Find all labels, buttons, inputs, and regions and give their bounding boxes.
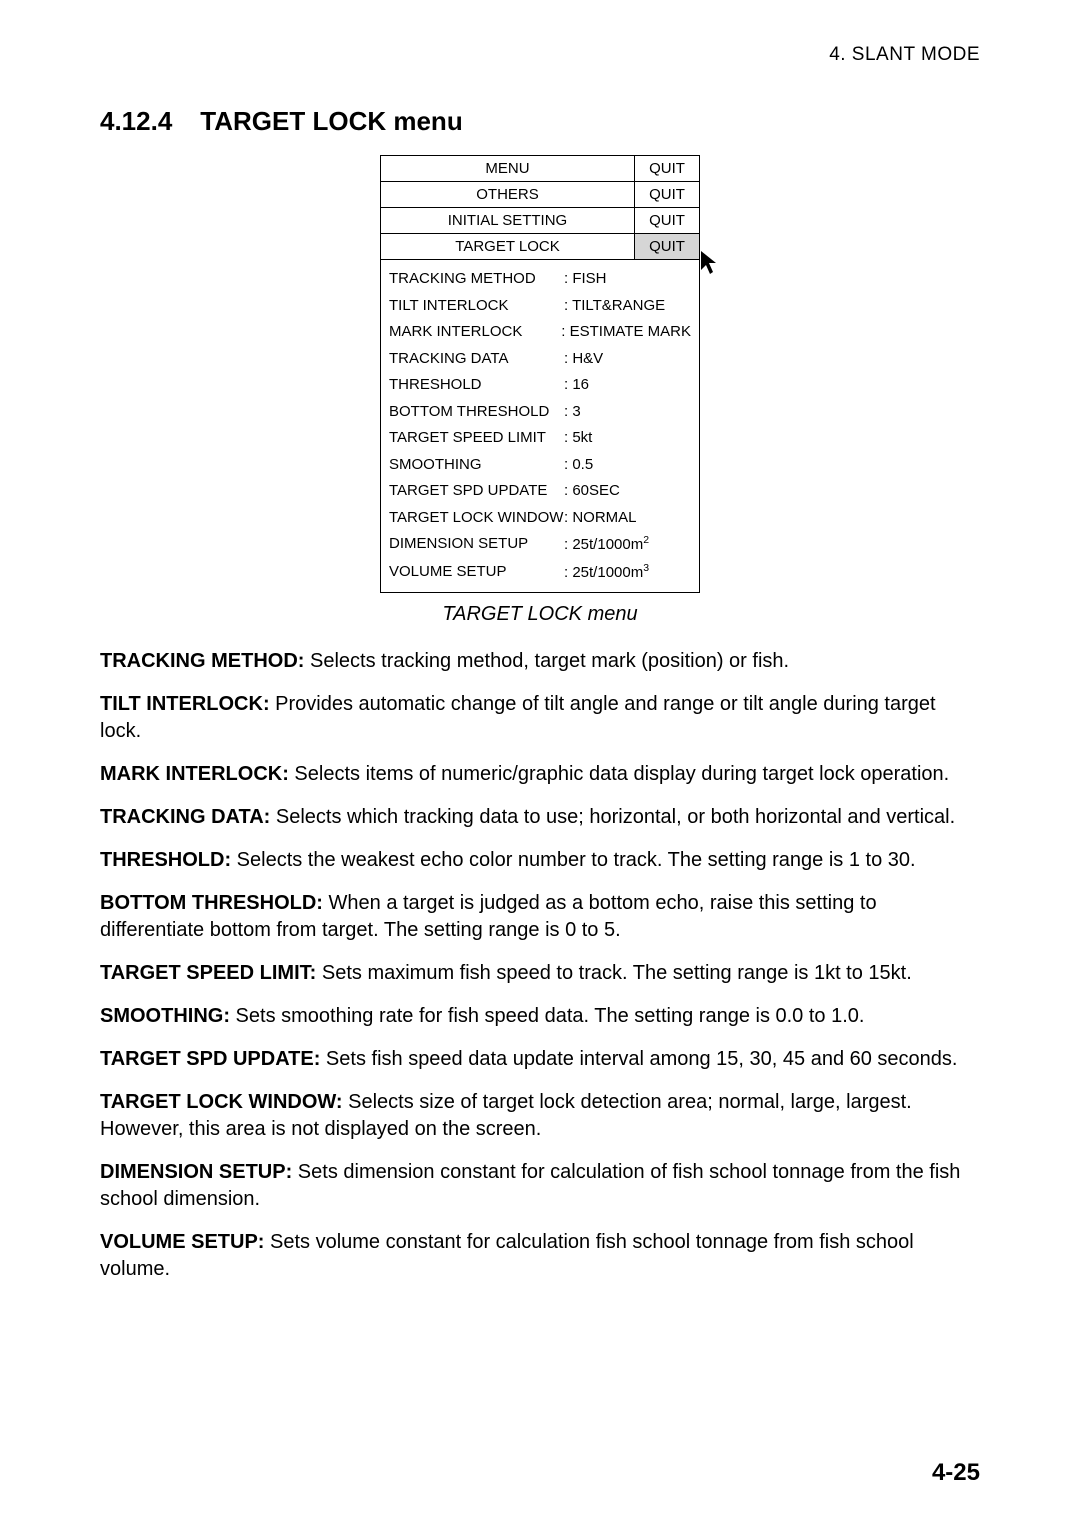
menu-item-label: MARK INTERLOCK	[389, 321, 561, 344]
menu-item-label: TARGET LOCK WINDOW	[389, 507, 564, 530]
description-paragraph: BOTTOM THRESHOLD: When a target is judge…	[100, 890, 980, 944]
menu-item[interactable]: TARGET SPEED LIMIT: 5kt	[389, 425, 691, 452]
term: BOTTOM THRESHOLD:	[100, 892, 323, 914]
menu-tab-label: INITIAL SETTING	[381, 208, 635, 233]
menu-item-label: TRACKING DATA	[389, 348, 564, 371]
section-name: TARGET LOCK menu	[200, 106, 462, 136]
menu-item-label: TILT INTERLOCK	[389, 295, 564, 318]
menu-item[interactable]: MARK INTERLOCK: ESTIMATE MARK	[389, 319, 691, 346]
menu-tab[interactable]: OTHERSQUIT	[381, 182, 699, 208]
description-paragraph: TRACKING METHOD: Selects tracking method…	[100, 648, 980, 675]
menu-tab[interactable]: INITIAL SETTINGQUIT	[381, 208, 699, 234]
description-paragraph: THRESHOLD: Selects the weakest echo colo…	[100, 847, 980, 874]
menu-item-value: : 60SEC	[564, 480, 691, 503]
menu-tab[interactable]: TARGET LOCKQUIT	[381, 234, 699, 260]
description-paragraph: MARK INTERLOCK: Selects items of numeric…	[100, 761, 980, 788]
cursor-icon	[700, 250, 722, 281]
term: MARK INTERLOCK:	[100, 763, 289, 785]
menu-item-value: : 16	[564, 374, 691, 397]
menu-item-value: : 5kt	[564, 427, 691, 450]
description-paragraph: TARGET LOCK WINDOW: Selects size of targ…	[100, 1089, 980, 1143]
menu-tab-quit[interactable]: QUIT	[635, 182, 699, 207]
section-number: 4.12.4	[100, 106, 172, 137]
term: TARGET SPD UPDATE:	[100, 1048, 320, 1070]
term: TRACKING DATA:	[100, 806, 270, 828]
term: DIMENSION SETUP:	[100, 1161, 292, 1183]
description-paragraph: TRACKING DATA: Selects which tracking da…	[100, 804, 980, 831]
menu-item[interactable]: TARGET SPD UPDATE: 60SEC	[389, 478, 691, 505]
menu-item-label: SMOOTHING	[389, 454, 564, 477]
menu-item[interactable]: TILT INTERLOCK: TILT&RANGE	[389, 293, 691, 320]
menu-item-value: : 25t/1000m2	[564, 533, 691, 557]
menu-item[interactable]: TRACKING DATA: H&V	[389, 346, 691, 373]
menu-tab-quit[interactable]: QUIT	[635, 156, 699, 181]
menu-item[interactable]: BOTTOM THRESHOLD: 3	[389, 399, 691, 426]
menu-item-value: : TILT&RANGE	[564, 295, 691, 318]
menu-box: MENUQUITOTHERSQUITINITIAL SETTINGQUITTAR…	[380, 155, 700, 593]
menu-item-value: : NORMAL	[564, 507, 691, 530]
menu-tab-label: TARGET LOCK	[381, 234, 635, 259]
menu-item-label: THRESHOLD	[389, 374, 564, 397]
term: THRESHOLD:	[100, 849, 231, 871]
menu-item-label: VOLUME SETUP	[389, 561, 564, 585]
term: TRACKING METHOD:	[100, 650, 304, 672]
term: SMOOTHING:	[100, 1005, 230, 1027]
term: TARGET LOCK WINDOW:	[100, 1091, 343, 1113]
menu-item-value: : ESTIMATE MARK	[561, 321, 691, 344]
description-paragraph: TARGET SPD UPDATE: Sets fish speed data …	[100, 1046, 980, 1073]
section-title: 4.12.4 TARGET LOCK menu	[100, 106, 980, 137]
menu-tab-quit[interactable]: QUIT	[635, 208, 699, 233]
figure-caption: TARGET LOCK menu	[100, 603, 980, 626]
menu-body: TRACKING METHOD: FISHTILT INTERLOCK: TIL…	[381, 260, 699, 592]
description-paragraph: TILT INTERLOCK: Provides automatic chang…	[100, 691, 980, 745]
menu-item-value: : H&V	[564, 348, 691, 371]
description-paragraph: VOLUME SETUP: Sets volume constant for c…	[100, 1229, 980, 1283]
menu-item-label: BOTTOM THRESHOLD	[389, 401, 564, 424]
term: TILT INTERLOCK:	[100, 693, 270, 715]
menu-item[interactable]: VOLUME SETUP: 25t/1000m3	[389, 559, 691, 587]
menu-item[interactable]: TARGET LOCK WINDOW: NORMAL	[389, 505, 691, 532]
menu-item-value: : 3	[564, 401, 691, 424]
term: VOLUME SETUP:	[100, 1231, 264, 1253]
description-paragraph: DIMENSION SETUP: Sets dimension constant…	[100, 1159, 980, 1213]
chapter-header: 4. SLANT MODE	[100, 44, 980, 66]
menu-item-value: : FISH	[564, 268, 691, 291]
menu-item[interactable]: DIMENSION SETUP: 25t/1000m2	[389, 531, 691, 559]
menu-tab-label: OTHERS	[381, 182, 635, 207]
menu-tab-quit[interactable]: QUIT	[635, 234, 699, 259]
description-paragraph: TARGET SPEED LIMIT: Sets maximum fish sp…	[100, 960, 980, 987]
menu-tab[interactable]: MENUQUIT	[381, 156, 699, 182]
menu-item-label: TARGET SPD UPDATE	[389, 480, 564, 503]
menu-item[interactable]: TRACKING METHOD: FISH	[389, 266, 691, 293]
menu-screenshot: MENUQUITOTHERSQUITINITIAL SETTINGQUITTAR…	[380, 155, 700, 593]
page-number: 4-25	[932, 1459, 980, 1487]
description-paragraph: SMOOTHING: Sets smoothing rate for fish …	[100, 1003, 980, 1030]
menu-item[interactable]: SMOOTHING: 0.5	[389, 452, 691, 479]
page: 4. SLANT MODE 4.12.4 TARGET LOCK menu MEN…	[0, 0, 1080, 1527]
menu-item[interactable]: THRESHOLD: 16	[389, 372, 691, 399]
menu-item-label: TARGET SPEED LIMIT	[389, 427, 564, 450]
menu-item-value: : 0.5	[564, 454, 691, 477]
menu-item-label: TRACKING METHOD	[389, 268, 564, 291]
menu-item-label: DIMENSION SETUP	[389, 533, 564, 557]
term: TARGET SPEED LIMIT:	[100, 962, 316, 984]
menu-item-value: : 25t/1000m3	[564, 561, 691, 585]
menu-tab-label: MENU	[381, 156, 635, 181]
